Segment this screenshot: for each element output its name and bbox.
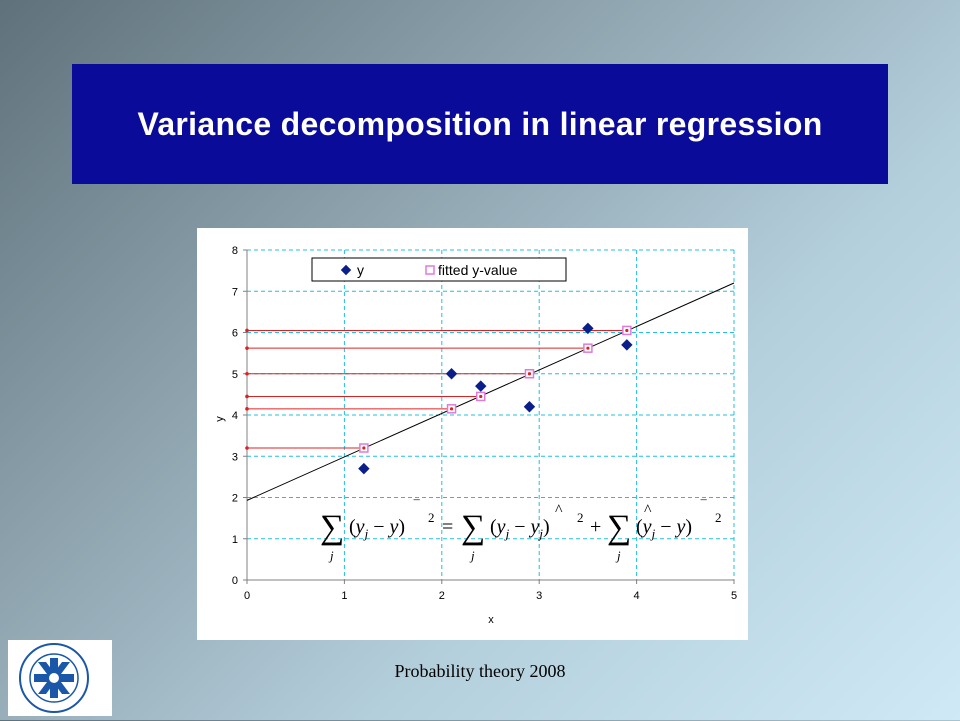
chart-panel: 0 1 2 3 4 5 0 1 2 3 4 5 6 7 8 y fitted y-value x y ∑ j… xyxy=(197,228,748,640)
fitted-point-center xyxy=(362,446,366,450)
sum-sign-3: ∑ xyxy=(607,509,631,546)
title-banner: Variance decomposition in linear regress… xyxy=(72,64,888,184)
x-tick-label: 1 xyxy=(341,590,347,602)
axes: 0 1 2 3 4 5 0 1 2 3 4 5 6 7 8 xyxy=(232,245,737,602)
regression-chart: 0 1 2 3 4 5 0 1 2 3 4 5 6 7 8 y fitted y-value x y ∑ j… xyxy=(214,245,737,626)
formula-plus: + xyxy=(590,516,601,538)
y-tick-label: 8 xyxy=(232,245,238,257)
reference-dot xyxy=(245,407,249,411)
observed-point xyxy=(358,462,370,475)
regression-line xyxy=(246,282,735,501)
sum-sign-2: ∑ xyxy=(461,509,485,546)
fitted-point-center xyxy=(527,372,532,376)
formula-yhat-1: ^ xyxy=(555,502,563,519)
formula-sq-2: 2 xyxy=(577,510,584,525)
y-tick-label: 6 xyxy=(232,328,238,340)
formula-equals: = xyxy=(442,516,453,538)
y-tick-label: 1 xyxy=(232,534,238,546)
formula-term-1: (yj − y) xyxy=(349,516,405,541)
fitted-point-center xyxy=(586,346,590,350)
university-logo xyxy=(8,640,112,716)
fitted-point-center xyxy=(479,394,483,399)
y-tick-label: 2 xyxy=(232,493,238,505)
grid-lines xyxy=(247,249,735,580)
observed-point xyxy=(523,401,536,413)
legend-square-marker xyxy=(425,265,435,275)
legend-label-fitted: fitted y-value xyxy=(438,262,518,278)
data-points xyxy=(358,322,633,475)
fitted-point-center xyxy=(625,328,629,333)
reference-dot xyxy=(245,446,249,450)
slide-title: Variance decomposition in linear regress… xyxy=(137,105,823,142)
reference-dot xyxy=(245,371,249,376)
x-tick-label: 5 xyxy=(731,590,737,602)
observed-point xyxy=(445,368,458,380)
y-tick-label: 4 xyxy=(232,410,238,422)
y-tick-label: 0 xyxy=(232,575,238,587)
reference-dot xyxy=(245,346,249,350)
x-tick-label: 4 xyxy=(634,590,640,602)
formula-sq-3: 2 xyxy=(715,510,722,525)
sum-index-3: j xyxy=(615,548,621,563)
x-axis-label: x xyxy=(488,614,494,626)
sum-index-1: j xyxy=(328,548,334,563)
axis-titles: x y xyxy=(214,416,494,626)
formula-term-2: (yj − yj) xyxy=(490,516,550,541)
x-tick-label: 3 xyxy=(536,590,542,602)
y-tick-label: 7 xyxy=(232,286,238,298)
reference-lines xyxy=(245,328,627,450)
reference-dot xyxy=(245,328,249,333)
observed-point xyxy=(621,339,633,351)
x-tick-label: 0 xyxy=(244,590,250,602)
formula-yhat-2: ^ xyxy=(644,502,652,519)
formula-sq-1: 2 xyxy=(428,510,435,525)
legend-label-y: y xyxy=(357,262,364,278)
y-tick-label: 3 xyxy=(232,451,238,463)
logo-emblem-icon xyxy=(19,643,89,713)
formula-ybar-1: ‾ xyxy=(413,498,420,516)
legend: y fitted y-value xyxy=(311,257,567,282)
fitted-point-center xyxy=(449,407,454,411)
sum-sign-1: ∑ xyxy=(320,509,344,546)
formula-ybar-2: ‾ xyxy=(700,498,707,516)
legend-diamond-marker xyxy=(340,264,352,276)
x-tick-label: 2 xyxy=(439,590,445,602)
y-tick-label: 5 xyxy=(232,369,238,381)
formula-term-3: (yj − y) xyxy=(636,516,692,541)
observed-point xyxy=(475,380,487,392)
y-axis-label: y xyxy=(214,416,226,422)
reference-dot xyxy=(245,394,249,399)
observed-point xyxy=(582,322,594,335)
variance-formula: ∑ j (yj − y) ‾ 2 = ∑ j (yj − yj) ^ 2 + ∑… xyxy=(320,498,722,563)
sum-index-2: j xyxy=(469,548,475,563)
legend-box xyxy=(311,257,567,282)
slide-footer: Probability theory 2008 xyxy=(394,661,566,681)
regression-line-group xyxy=(246,282,735,501)
